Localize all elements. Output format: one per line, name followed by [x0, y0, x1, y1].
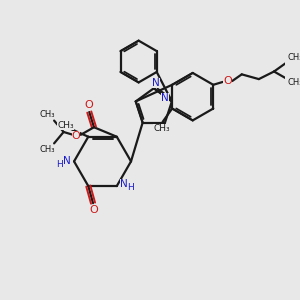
- Text: O: O: [90, 205, 98, 215]
- Text: N: N: [63, 156, 70, 167]
- Text: CH₃: CH₃: [287, 78, 300, 87]
- Text: CH₃: CH₃: [287, 53, 300, 62]
- Text: O: O: [223, 76, 232, 86]
- Text: CH₃: CH₃: [57, 121, 74, 130]
- Text: CH₃: CH₃: [40, 145, 55, 154]
- Text: N: N: [152, 78, 160, 88]
- Text: H: H: [56, 160, 63, 169]
- Text: N: N: [119, 179, 127, 189]
- Text: N: N: [161, 93, 169, 103]
- Text: O: O: [85, 100, 94, 110]
- Text: CH₃: CH₃: [153, 124, 170, 133]
- Text: O: O: [72, 131, 80, 141]
- Text: H: H: [127, 184, 134, 193]
- Text: CH₃: CH₃: [40, 110, 55, 119]
